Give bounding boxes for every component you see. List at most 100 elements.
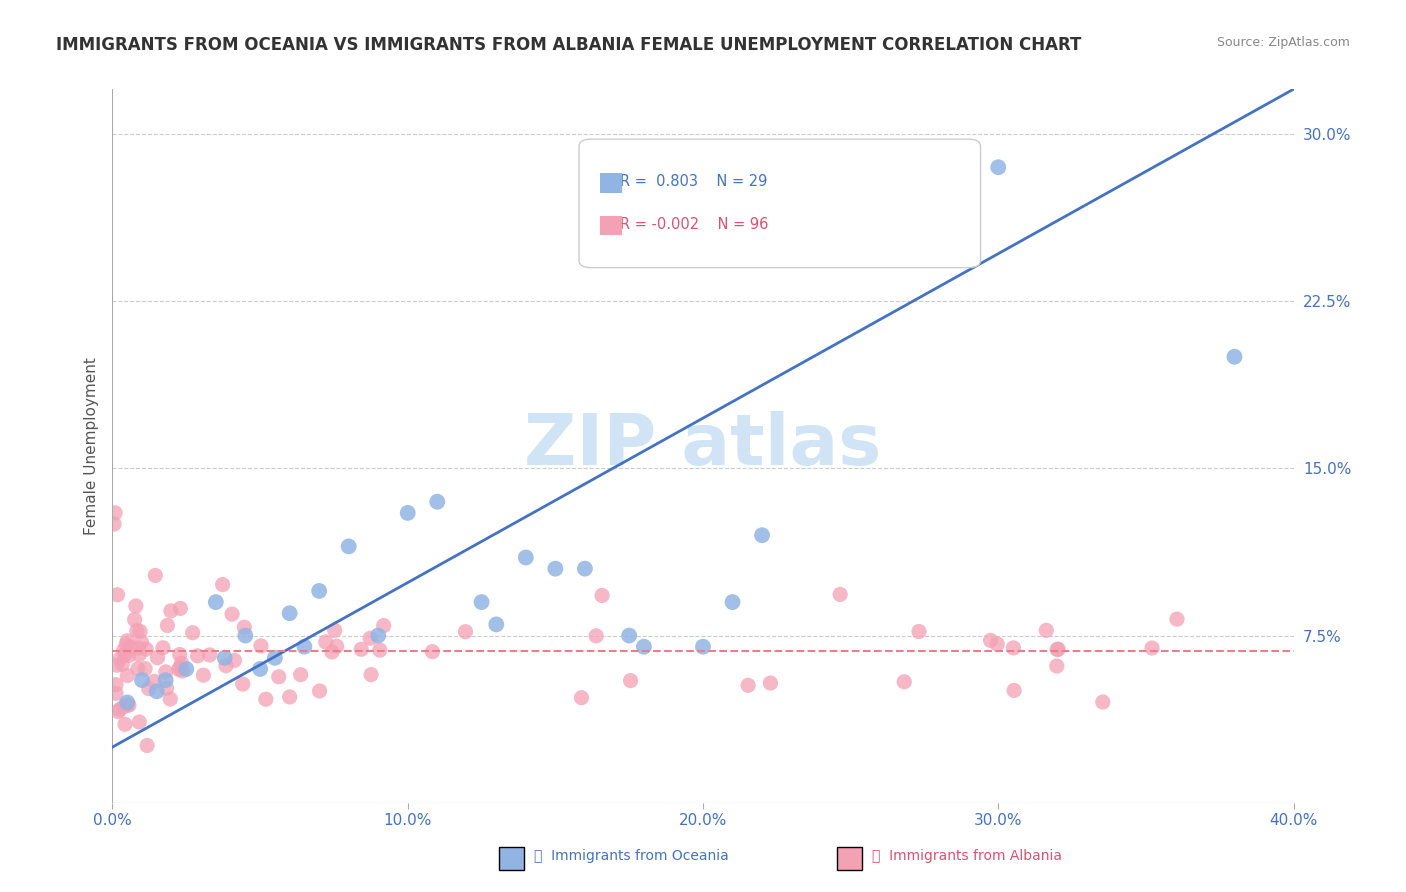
Point [292,640,315,654]
Point [264,651,287,665]
Point [104,686,127,700]
Point [211,577,233,591]
Point [135,642,157,657]
Point [170,657,193,671]
Point [267,670,290,684]
Point [1166,612,1188,626]
Point [830,587,852,601]
Point [112,699,135,714]
Text: ZIP atlas: ZIP atlas [524,411,882,481]
Point [233,620,256,634]
Point [321,645,343,659]
Point [980,633,1002,648]
Point [143,674,166,689]
Point [619,673,641,688]
Point [308,583,330,598]
Point [574,562,596,576]
Point [233,628,256,642]
Point [120,640,142,654]
Point [205,595,228,609]
Point [114,648,136,662]
Point [692,640,714,654]
Point [155,665,177,679]
Bar [600,216,621,235]
Point [155,673,177,687]
Point [128,714,150,729]
Point [278,607,301,621]
Point [143,568,166,582]
Point [181,625,204,640]
Point [127,640,149,655]
Point [169,648,191,662]
Point [104,678,127,692]
Point [117,698,139,712]
Point [232,677,254,691]
Point [571,690,593,705]
FancyBboxPatch shape [579,139,980,268]
Point [323,624,346,638]
Point [115,637,138,651]
Point [156,681,179,696]
Point [127,662,149,676]
Point [721,595,744,609]
Point [426,494,449,508]
Point [1002,683,1025,698]
Point [1046,642,1069,657]
Point [146,684,169,698]
Point [131,635,153,649]
Y-axis label: Female Unemployment: Female Unemployment [83,357,98,535]
Point [337,539,360,553]
Point [454,624,477,639]
Point [117,668,139,682]
Point [193,668,215,682]
Point [111,657,134,672]
Point [987,160,1010,174]
Point [105,658,128,673]
Text: Source: ZipAtlas.com: Source: ZipAtlas.com [1216,36,1350,49]
Point [131,673,153,687]
Point [112,643,135,657]
Point [117,648,139,663]
Point [422,645,444,659]
Point [737,678,759,692]
Point [138,681,160,696]
Point [1002,640,1025,655]
Point [108,651,131,665]
Point [1047,642,1070,657]
Point [325,640,347,654]
Point [214,651,236,665]
Point [485,617,508,632]
Point [1091,695,1114,709]
Point [107,705,129,719]
Point [156,618,179,632]
Point [128,648,150,662]
Point [136,739,159,753]
Point [986,637,1008,651]
Point [470,595,494,609]
Point [108,703,131,717]
Point [117,633,139,648]
Point [315,635,337,649]
Point [893,674,915,689]
Point [350,642,373,657]
Point [167,662,190,676]
Point [198,648,221,662]
Point [187,648,209,663]
Point [159,692,181,706]
Point [146,650,169,665]
Point [619,628,641,642]
Point [278,690,301,704]
Point [368,643,391,657]
Point [169,601,191,615]
Text: R =  0.803    N = 29: R = 0.803 N = 29 [620,175,768,189]
Point [908,624,931,639]
Point [172,664,194,678]
Point [544,562,567,576]
Bar [600,173,621,193]
Point [373,618,395,632]
Point [107,588,129,602]
Point [160,604,183,618]
Point [290,667,312,681]
Point [585,629,607,643]
Point [308,684,330,698]
